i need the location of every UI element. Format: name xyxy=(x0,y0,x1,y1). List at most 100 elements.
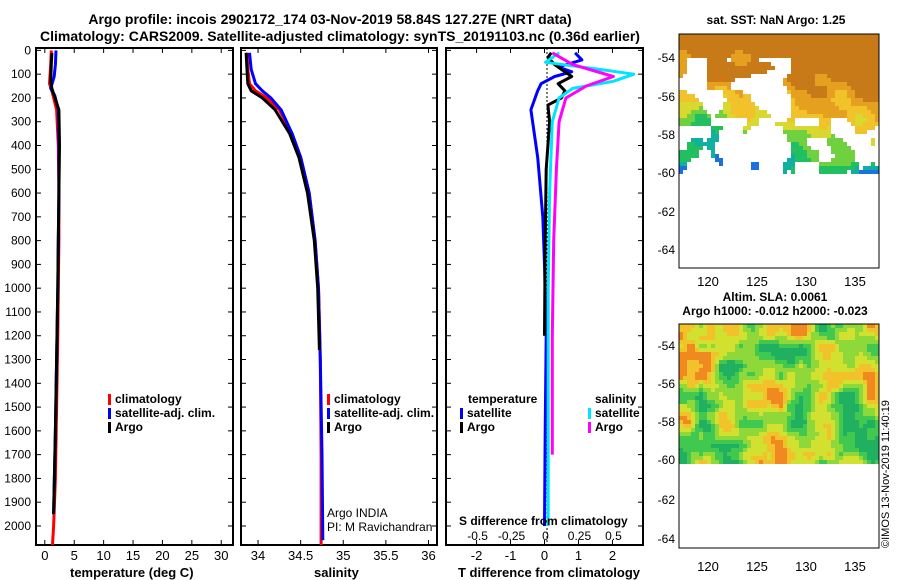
sla-cell xyxy=(755,416,759,420)
sst-cell xyxy=(687,42,691,46)
top-tick-label: 0.25 xyxy=(568,529,592,543)
sla-cell xyxy=(847,332,851,336)
sst-cell xyxy=(775,34,779,38)
sla-cell xyxy=(731,324,735,328)
sla-cell xyxy=(839,336,843,340)
sla-cell xyxy=(775,376,779,380)
sla-cell xyxy=(795,444,799,448)
sst-cell xyxy=(707,58,711,62)
sla-cell xyxy=(839,360,843,364)
sla-cell xyxy=(743,460,747,464)
depth-tick-label: 0 xyxy=(24,43,31,57)
sla-cell xyxy=(835,380,839,384)
sla-cell xyxy=(679,428,683,432)
sla-cell xyxy=(691,380,695,384)
sst-cell xyxy=(699,34,703,38)
sst-cell xyxy=(779,122,783,126)
sla-cell xyxy=(871,396,875,400)
sst-cell xyxy=(695,150,699,154)
sla-cell xyxy=(743,380,747,384)
sst-cell xyxy=(827,122,831,126)
sla-cell xyxy=(871,404,875,408)
sla-cell xyxy=(843,376,847,380)
sla-cell xyxy=(859,356,863,360)
sla-cell xyxy=(731,376,735,380)
sla-cell xyxy=(735,332,739,336)
sst-cell xyxy=(807,110,811,114)
sla-cell xyxy=(835,336,839,340)
sst-cell xyxy=(803,154,807,158)
sst-cell xyxy=(835,138,839,142)
sst-cell xyxy=(715,158,719,162)
sla-cell xyxy=(843,388,847,392)
sla-cell xyxy=(747,360,751,364)
sla-cell xyxy=(695,360,699,364)
sla-cell xyxy=(711,328,715,332)
sla-cell xyxy=(767,428,771,432)
sla-cell xyxy=(771,396,775,400)
sst-cell xyxy=(839,158,843,162)
sla-cell xyxy=(695,456,699,460)
sla-cell xyxy=(791,340,795,344)
sla-cell xyxy=(843,396,847,400)
sla-cell xyxy=(855,404,859,408)
sst-cell xyxy=(839,74,843,78)
sla-cell xyxy=(795,396,799,400)
sst-cell xyxy=(827,142,831,146)
sst-cell xyxy=(715,46,719,50)
sst-cell xyxy=(811,106,815,110)
sla-cell xyxy=(743,336,747,340)
sst-cell xyxy=(787,90,791,94)
sla-cell xyxy=(779,428,783,432)
sst-cell xyxy=(691,142,695,146)
sla-cell xyxy=(759,448,763,452)
sst-cell xyxy=(715,126,719,130)
sla-cell xyxy=(803,364,807,368)
sst-cell xyxy=(699,146,703,150)
sst-cell xyxy=(803,74,807,78)
sst-cell xyxy=(767,46,771,50)
sla-cell xyxy=(719,376,723,380)
sla-cell xyxy=(695,424,699,428)
sla-cell xyxy=(687,328,691,332)
sst-cell xyxy=(767,114,771,118)
sst-cell xyxy=(723,102,727,106)
sla-cell xyxy=(843,452,847,456)
sst-cell xyxy=(851,86,855,90)
sst-cell xyxy=(755,66,759,70)
sla-cell xyxy=(783,408,787,412)
sla-cell xyxy=(779,364,783,368)
sst-cell xyxy=(771,42,775,46)
difference-series xyxy=(529,51,636,527)
sla-cell xyxy=(711,388,715,392)
sla-cell xyxy=(799,436,803,440)
sst-cell xyxy=(679,122,683,126)
sla-cell xyxy=(691,324,695,328)
sst-xtick: 125 xyxy=(746,274,768,289)
sla-cell xyxy=(799,456,803,460)
sla-cell xyxy=(771,336,775,340)
sla-cell xyxy=(711,348,715,352)
sla-cell xyxy=(707,424,711,428)
sst-cell xyxy=(811,58,815,62)
sst-cell xyxy=(827,50,831,54)
sst-cell xyxy=(871,74,875,78)
sla-cell xyxy=(735,384,739,388)
sst-cell xyxy=(731,34,735,38)
sla-cell xyxy=(683,388,687,392)
sst-cell xyxy=(835,94,839,98)
sst-cell xyxy=(783,130,787,134)
sla-cell xyxy=(727,428,731,432)
sst-cell xyxy=(839,66,843,70)
sst-cell xyxy=(811,114,815,118)
sst-cell xyxy=(843,78,847,82)
sla-cell xyxy=(807,384,811,388)
sst-cell xyxy=(875,54,879,58)
sst-cell xyxy=(815,106,819,110)
sst-cell xyxy=(875,62,879,66)
x-tick-label: 35.5 xyxy=(373,548,398,563)
sla-cell xyxy=(767,340,771,344)
sla-cell xyxy=(859,392,863,396)
sla-cell xyxy=(819,384,823,388)
sst-cell xyxy=(767,38,771,42)
